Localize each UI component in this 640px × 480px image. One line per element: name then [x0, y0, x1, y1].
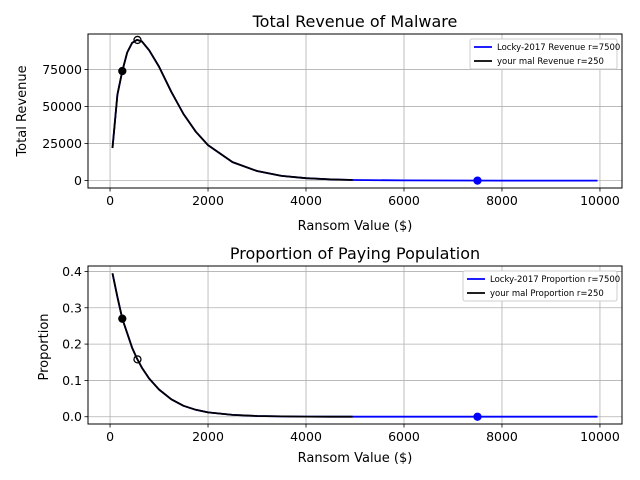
revenue-y-tick-label: 0: [74, 173, 82, 188]
revenue-series-group: [111, 39, 598, 182]
proportion-x-tick-label: 4000: [290, 429, 322, 444]
revenue-chart: Total Revenue of Malware 0 2000 4000 6000 80…: [15, 12, 623, 234]
proportion-y-tick-label: 0.0: [62, 409, 82, 424]
proportion-x-tick-label: 6000: [388, 429, 420, 444]
revenue-chart-title: Total Revenue of Malware: [252, 12, 458, 31]
proportion-x-tick-label: 8000: [486, 429, 518, 444]
proportion-marker-filled: [118, 314, 127, 323]
proportion-y-ticks: 0.0 0.1 0.2 0.3 0.4: [62, 264, 88, 424]
proportion-x-tick-label: 10000: [580, 429, 620, 444]
revenue-x-axis-label: Ransom Value ($): [298, 219, 413, 234]
revenue-x-ticks: 0 2000 4000 6000 8000 10000: [106, 188, 620, 208]
proportion-x-tick-label: 0: [106, 429, 114, 444]
revenue-y-ticks: 0 25000 50000 75000: [42, 62, 88, 188]
revenue-marker-filled: [473, 176, 482, 185]
proportion-y-tick-label: 0.3: [62, 300, 82, 315]
proportion-series-group: [111, 273, 598, 418]
proportion-x-tick-label: 2000: [192, 429, 224, 444]
proportion-legend-label-yourmal: your mal Proportion r=250: [490, 289, 604, 299]
proportion-x-ticks: 0 2000 4000 6000 8000 10000: [106, 424, 620, 444]
revenue-series-line-1: [111, 39, 353, 181]
revenue-x-tick-label: 8000: [486, 193, 518, 208]
revenue-y-tick-label: 25000: [42, 136, 82, 151]
proportion-chart-title: Proportion of Paying Population: [230, 244, 480, 263]
revenue-x-tick-label: 10000: [580, 193, 620, 208]
revenue-markers-group: [118, 35, 482, 185]
proportion-y-tick-label: 0.1: [62, 373, 82, 388]
revenue-y-tick-label: 75000: [42, 62, 82, 77]
proportion-y-tick-label: 0.4: [62, 264, 82, 279]
proportion-x-axis-label: Ransom Value ($): [298, 451, 413, 466]
proportion-y-tick-label: 0.2: [62, 337, 82, 352]
revenue-legend-box: [469, 38, 618, 70]
proportion-legend-box: [462, 270, 618, 302]
proportion-plot-frame: [87, 265, 623, 425]
revenue-x-tick-label: 2000: [192, 193, 224, 208]
revenue-marker-filled: [118, 66, 127, 76]
revenue-x-tick-label: 6000: [388, 193, 420, 208]
revenue-x-tick-label: 4000: [290, 193, 322, 208]
revenue-y-axis-label: Total Revenue: [15, 65, 30, 157]
proportion-marker-filled: [473, 412, 482, 421]
revenue-legend-label-locky: Locky-2017 Revenue r=7500: [497, 43, 620, 53]
proportion-legend: Locky-2017 Proportion r=7500 your mal Pr…: [462, 270, 620, 302]
revenue-legend: Locky-2017 Revenue r=7500 your mal Reven…: [469, 38, 620, 70]
proportion-series-line-1: [111, 273, 353, 418]
revenue-y-tick-label: 50000: [42, 99, 82, 114]
revenue-x-tick-label: 0: [106, 193, 114, 208]
revenue-marker-open: [133, 35, 142, 45]
proportion-y-axis-label: Proportion: [37, 313, 52, 380]
revenue-legend-label-yourmal: your mal Revenue r=250: [497, 57, 604, 67]
proportion-marker-open: [133, 355, 142, 364]
revenue-plot-frame: [87, 33, 623, 189]
proportion-chart: Proportion of Paying Population 0 2000 400…: [37, 244, 623, 466]
proportion-markers-group: [118, 314, 482, 421]
proportion-legend-label-locky: Locky-2017 Proportion r=7500: [490, 275, 620, 285]
